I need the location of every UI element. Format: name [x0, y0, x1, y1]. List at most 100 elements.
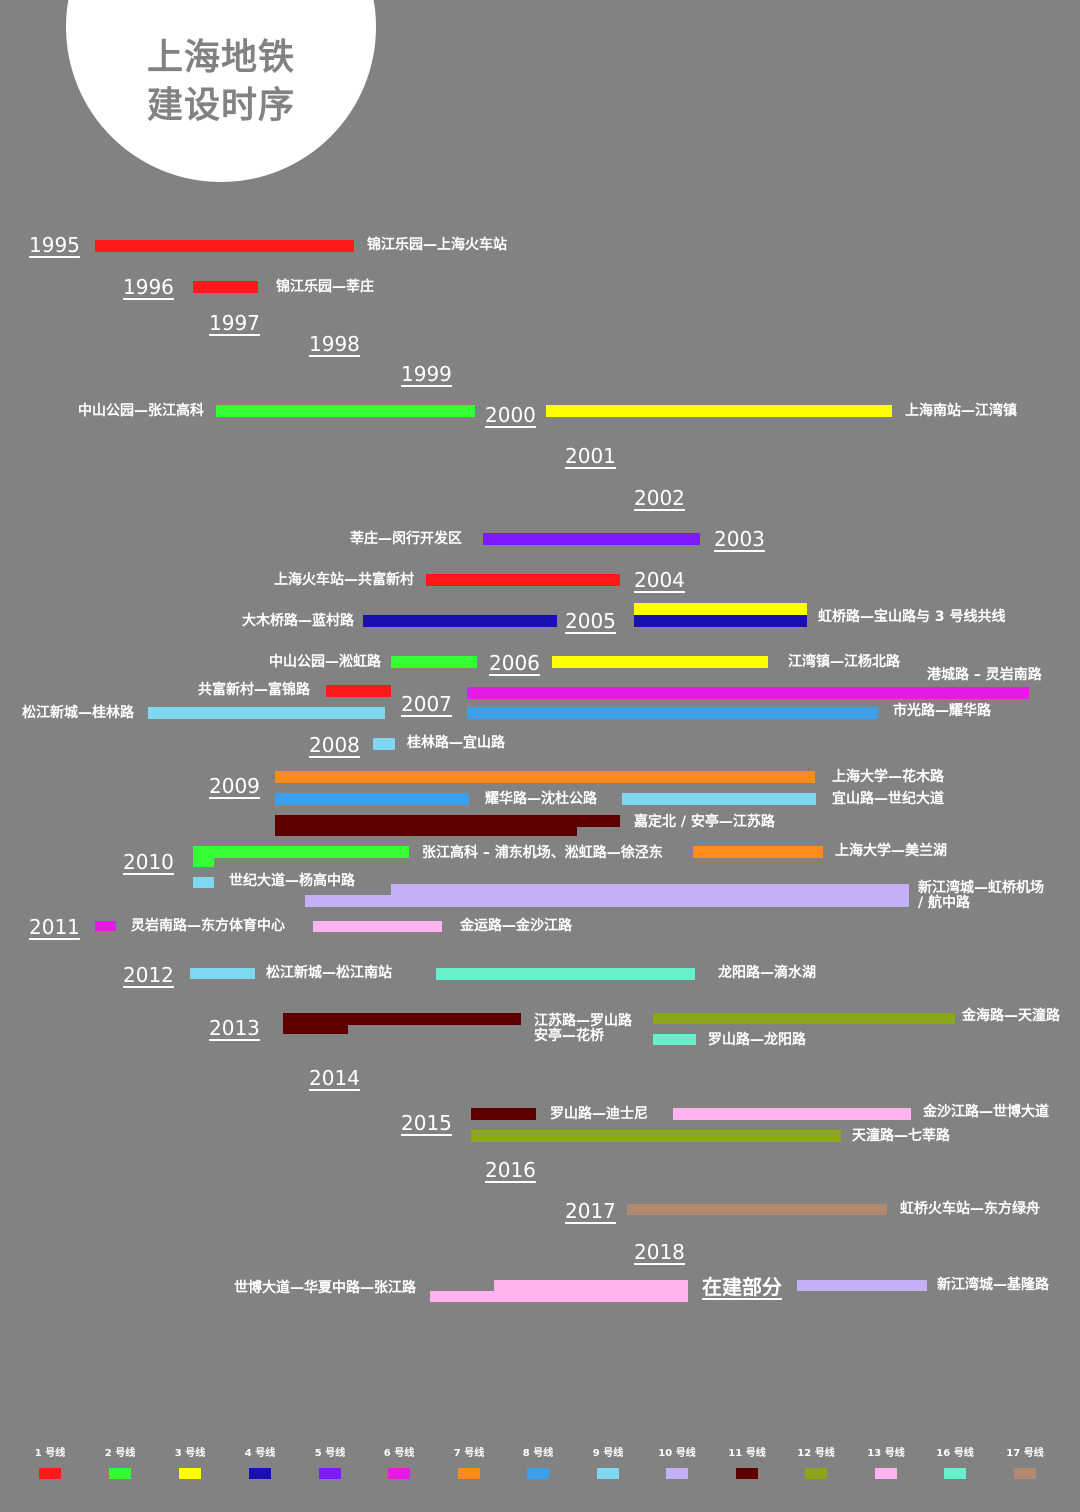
bar-line5-2003	[483, 533, 700, 545]
bar-line13-2015	[673, 1108, 911, 1120]
segment-label: 龙阳路—滴水湖	[718, 965, 816, 981]
title-line-1: 上海地铁	[147, 37, 296, 78]
year-2001: 2001	[565, 444, 616, 468]
bar-line11-2015	[471, 1108, 536, 1120]
legend-swatch	[666, 1468, 688, 1479]
bar-line9-2008	[373, 738, 395, 750]
legend-label: 10 号线	[658, 1448, 696, 1459]
segment-label: 锦江乐园—莘庄	[276, 279, 374, 295]
legend-label: 12 号线	[797, 1448, 835, 1459]
title-line-2: 建设时序	[147, 85, 296, 126]
year-2003: 2003	[714, 527, 765, 551]
segment-label: 金沙江路—世博大道	[923, 1104, 1049, 1120]
legend-item: 10 号线	[647, 1448, 707, 1479]
bar-line7-2009	[275, 771, 815, 783]
bar-line1-1995	[95, 240, 354, 252]
bar-line9-2009	[622, 793, 816, 805]
year-2009: 2009	[209, 774, 260, 798]
legend-label: 11 号线	[728, 1448, 766, 1459]
legend-label: 13 号线	[867, 1448, 905, 1459]
bar-line1-2004	[426, 574, 620, 586]
legend-swatch	[805, 1468, 827, 1479]
segment-label: 港城路 – 灵岩南路	[927, 667, 1042, 683]
legend-item: 9 号线	[578, 1448, 638, 1479]
segment-label: 上海火车站—共富新村	[274, 572, 414, 588]
segment-label: 大木桥路—蓝村路	[242, 613, 354, 629]
year-2007: 2007	[401, 692, 452, 716]
segment-label: 天潼路—七莘路	[852, 1128, 950, 1144]
bar-line6-2011	[95, 921, 116, 931]
bar-line2-2000	[216, 405, 475, 417]
legend-swatch	[527, 1468, 549, 1479]
legend-label: 5 号线	[314, 1448, 346, 1459]
legend-swatch	[39, 1468, 61, 1479]
segment-label: 市光路—耀华路	[893, 703, 991, 719]
legend-item: 2 号线	[90, 1448, 150, 1479]
bar-line11-2013b	[283, 1024, 348, 1034]
legend-swatch	[249, 1468, 271, 1479]
legend-swatch	[388, 1468, 410, 1479]
segment-label: 上海南站—江湾镇	[905, 403, 1017, 419]
bar-line9-2012	[190, 968, 255, 979]
year-1996: 1996	[123, 275, 174, 299]
segment-label: 新江湾城—虹桥机场	[918, 880, 1044, 896]
legend-label: 4 号线	[244, 1448, 276, 1459]
segment-label: 松江新城—桂林路	[22, 705, 134, 721]
segment-label: 中山公园—淞虹路	[269, 654, 381, 670]
year-1995: 1995	[29, 233, 80, 257]
legend-label: 9 号线	[592, 1448, 624, 1459]
year-2016: 2016	[485, 1158, 536, 1182]
segment-label: 江苏路—罗山路	[534, 1013, 632, 1029]
legend-item: 13 号线	[856, 1448, 916, 1479]
segment-label: 江湾镇—江杨北路	[788, 654, 900, 670]
segment-label: 灵岩南路—东方体育中心	[131, 918, 285, 934]
legend-label: 16 号线	[936, 1448, 974, 1459]
bar-line13-2011	[313, 921, 442, 932]
segment-label: 罗山路—龙阳路	[708, 1032, 806, 1048]
legend-swatch	[109, 1468, 131, 1479]
legend-swatch	[179, 1468, 201, 1479]
bar-line4-2005-shared	[634, 615, 807, 627]
year-2018: 2018	[634, 1240, 685, 1264]
legend-item: 5 号线	[300, 1448, 360, 1479]
legend-item: 16 号线	[925, 1448, 985, 1479]
bar-line8-2009	[275, 793, 469, 805]
segment-label: 共富新村—富锦路	[198, 682, 310, 698]
bar-line10-2010b	[305, 895, 909, 907]
bar-line11-2009b	[275, 826, 577, 836]
bar-line2-2010b	[193, 857, 214, 867]
bar-line4-2005	[363, 615, 557, 627]
legend-label: 8 号线	[522, 1448, 554, 1459]
legend-item: 6 号线	[369, 1448, 429, 1479]
bar-line3-2006	[552, 656, 768, 668]
legend-label: 6 号线	[383, 1448, 415, 1459]
bar-line12-2013	[653, 1013, 955, 1024]
legend-label: 1 号线	[34, 1448, 66, 1459]
bar-line13-construction-a	[494, 1280, 688, 1292]
year-1997: 1997	[209, 311, 260, 335]
legend-item: 11 号线	[717, 1448, 777, 1479]
legend-item: 12 号线	[786, 1448, 846, 1479]
bar-line1-2007	[326, 685, 391, 697]
year-2013: 2013	[209, 1016, 260, 1040]
bar-line13-construction-b	[430, 1291, 688, 1302]
year-2005: 2005	[565, 609, 616, 633]
legend-item: 8 号线	[508, 1448, 568, 1479]
segment-label: 世纪大道—杨高中路	[229, 873, 355, 889]
in-construction-heading: 在建部分	[702, 1275, 782, 1299]
legend-item: 1 号线	[20, 1448, 80, 1479]
legend-swatch	[944, 1468, 966, 1479]
legend-item: 7 号线	[439, 1448, 499, 1479]
year-2004: 2004	[634, 568, 685, 592]
year-2002: 2002	[634, 486, 685, 510]
segment-label: 锦江乐园—上海火车站	[367, 237, 507, 253]
segment-label: 张江高科 – 浦东机场、淞虹路—徐泾东	[422, 845, 663, 861]
segment-label: 罗山路—迪士尼	[550, 1106, 648, 1122]
segment-label: 虹桥火车站—东方绿舟	[900, 1201, 1040, 1217]
segment-label: 中山公园—张江高科	[78, 403, 204, 419]
bar-line10-2010a	[391, 884, 909, 896]
segment-label: 上海大学—花木路	[832, 769, 944, 785]
segment-label: 世博大道—华夏中路—张江路	[234, 1280, 416, 1296]
bar-line17-2017	[627, 1204, 887, 1215]
legend-swatch	[1014, 1468, 1036, 1479]
